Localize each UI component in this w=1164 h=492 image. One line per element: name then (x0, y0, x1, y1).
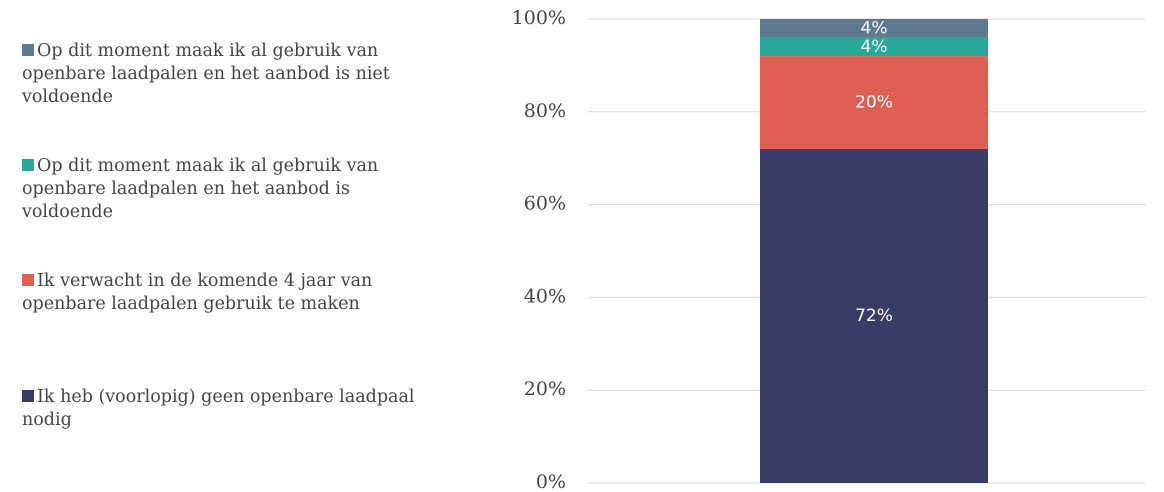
legend-item: Op dit moment maak ik al gebruik van ope… (22, 155, 442, 224)
y-tick-label: 80% (524, 100, 566, 122)
data-label: 72% (855, 306, 893, 326)
y-tick-label: 0% (536, 471, 566, 492)
data-label: 20% (855, 93, 893, 113)
legend-label: Op dit moment maak ik al gebruik van ope… (22, 156, 379, 222)
legend-swatch (22, 159, 34, 171)
legend-item: Ik heb (voorlopig) geen openbare laadpaa… (22, 386, 442, 432)
y-tick-label: 20% (524, 378, 566, 400)
legend-swatch (22, 390, 34, 402)
data-label: 4% (861, 37, 888, 57)
bar-segment (760, 19, 988, 38)
bar-segment (760, 37, 988, 57)
legend-label: Ik heb (voorlopig) geen openbare laadpaa… (22, 387, 415, 430)
legend-item: Op dit moment maak ik al gebruik van ope… (22, 40, 442, 109)
legend-swatch (22, 274, 34, 286)
bar-segment (760, 148, 988, 484)
legend-label: Op dit moment maak ik al gebruik van ope… (22, 41, 390, 107)
y-tick-label: 60% (524, 193, 566, 215)
legend-label: Ik verwacht in de komende 4 jaar van ope… (22, 271, 373, 314)
legend-item: Ik verwacht in de komende 4 jaar van ope… (22, 270, 442, 316)
y-tick-label: 40% (524, 285, 566, 307)
data-label: 4% (861, 18, 888, 38)
legend-swatch (22, 44, 34, 56)
y-tick-label: 100% (512, 7, 566, 29)
bar-segment (760, 56, 988, 149)
